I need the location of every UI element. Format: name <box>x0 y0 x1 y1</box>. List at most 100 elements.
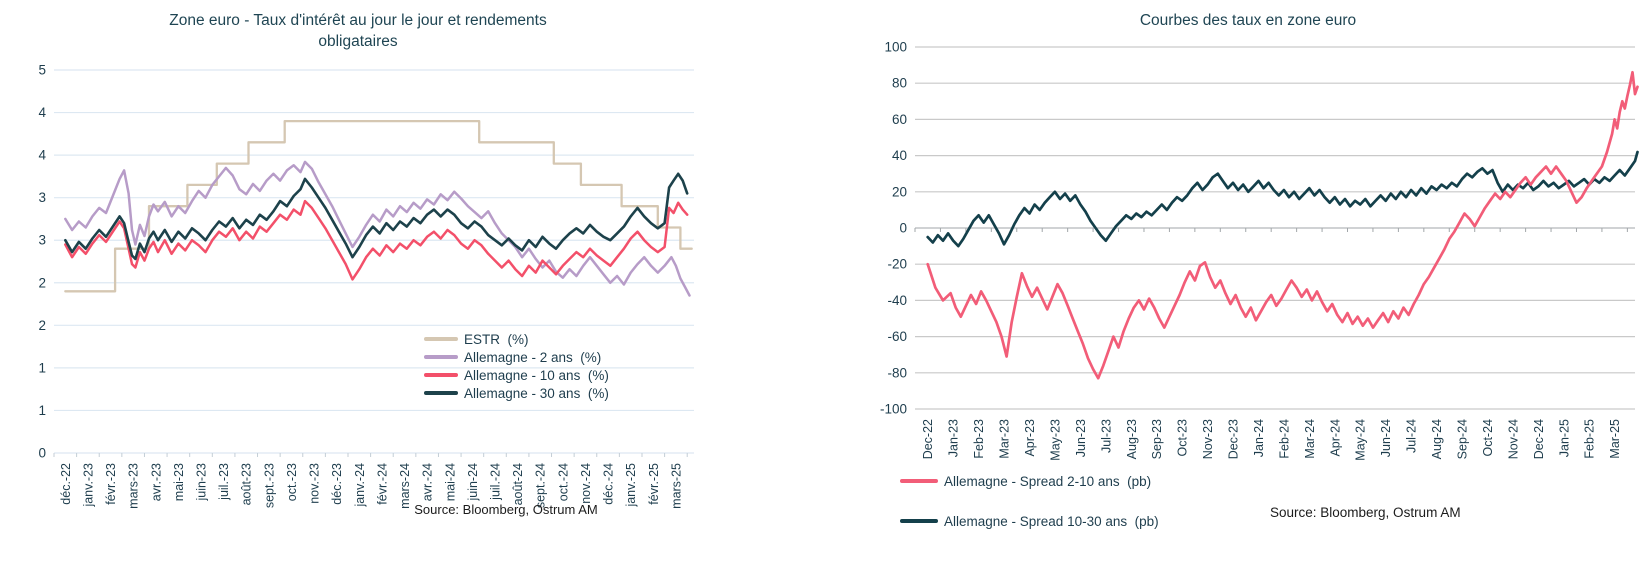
x-tick-label: mai-23 <box>172 463 186 501</box>
x-tick-label: févr.-24 <box>375 463 389 505</box>
y-tick-label: 60 <box>892 112 907 127</box>
x-tick-label: avr.-23 <box>149 463 163 501</box>
x-tick-label: déc.-22 <box>59 463 73 505</box>
legend-item-allemagne-2ans: Allemagne - 2 ans (%) <box>424 348 609 366</box>
x-tick-label: Jul-24 <box>1405 419 1419 453</box>
x-tick-label: nov.-24 <box>579 463 593 504</box>
y-tick-label: 5 <box>38 63 46 78</box>
spreads-chart-card: 100 80 60 40 20 0 -20 -40 -60 -80 -100 Dec-22 Jan-23… <box>845 0 1651 561</box>
y-tick-label: 100 <box>884 40 907 55</box>
y-tick-label: -40 <box>887 293 907 308</box>
x-tick-label: mars-24 <box>398 463 412 509</box>
rates-chart-title: Zone euro - Taux d'intérêt au jour le jo… <box>8 10 708 52</box>
x-tick-label: juil.-24 <box>488 463 502 501</box>
x-tick-label: août-24 <box>511 463 525 505</box>
y-tick-label: 4 <box>38 148 46 163</box>
x-tick-label: sept.-23 <box>262 463 276 508</box>
legend-item-allemagne-10ans: Allemagne - 10 ans (%) <box>424 366 609 384</box>
y-tick-label: 80 <box>892 76 907 91</box>
y-tick-label: 0 <box>899 221 907 236</box>
x-tick-label: Jun-23 <box>1074 419 1088 457</box>
x-tick-label: Oct-23 <box>1176 419 1190 457</box>
spread-2-10-line-swatch <box>900 479 938 483</box>
allemagne-30ans-line-swatch <box>424 391 458 395</box>
series-allemagne-2-ans <box>64 160 691 297</box>
legend-label-allemagne-30ans: Allemagne - 30 ans (%) <box>464 385 609 401</box>
y-tick-label: 3 <box>38 190 46 205</box>
x-tick-label: déc.-24 <box>602 463 616 505</box>
x-tick-label: avr.-24 <box>421 463 435 501</box>
x-tick-label: janv.-24 <box>353 463 367 508</box>
x-tick-label: Mar-23 <box>998 419 1012 459</box>
spreads-chart-canvas: 100 80 60 40 20 0 -20 -40 -60 -80 -100 Dec-22 Jan-23… <box>880 40 1639 461</box>
y-tick-label: -100 <box>880 402 907 417</box>
rates-chart-canvas: 5 4 4 3 3 2 2 1 1 0 déc.-22 janv.-23 févr.-23 mars-23… <box>38 63 694 509</box>
y-tick-label: 2 <box>38 275 46 290</box>
x-tick-label: févr.-23 <box>104 463 118 505</box>
x-tick-label: Jan-25 <box>1557 419 1571 457</box>
x-tick-label: Dec-23 <box>1227 419 1241 459</box>
x-tick-label: nov.-23 <box>308 463 322 504</box>
x-tick-label: Jan-24 <box>1252 419 1266 457</box>
x-tick-label: sept.-24 <box>534 463 548 508</box>
x-tick-label: mai-24 <box>443 463 457 501</box>
x-tick-label: Jan-23 <box>947 419 961 457</box>
y-tick-label: 1 <box>38 403 46 418</box>
y-tick-label: 20 <box>892 184 907 199</box>
x-tick-label: Mar-24 <box>1303 419 1317 459</box>
series-allemagne-spread-2-10-ans-pb <box>926 70 1639 380</box>
x-tick-label: oct.-23 <box>285 463 299 501</box>
rates-chart-title-line1: Zone euro - Taux d'intérêt au jour le jo… <box>169 12 547 29</box>
x-tick-label: Apr-23 <box>1023 419 1037 457</box>
x-tick-label: Oct-24 <box>1481 419 1495 457</box>
x-tick-label: janv.-23 <box>81 463 95 508</box>
rates-chart-source: Source: Bloomberg, Ostrum AM <box>414 502 598 517</box>
legend-label-spread-10-30: Allemagne - Spread 10-30 ans (pb) <box>944 513 1159 529</box>
x-tick-label: Nov-23 <box>1201 419 1215 459</box>
x-tick-label: déc.-23 <box>330 463 344 505</box>
series-allemagne-30-ans <box>63 172 689 261</box>
legend-item-estr: ESTR (%) <box>424 330 609 348</box>
legend-item-allemagne-30ans: Allemagne - 30 ans (%) <box>424 384 609 402</box>
x-tick-label: Sep-23 <box>1150 419 1164 459</box>
y-tick-label: 0 <box>38 446 46 461</box>
x-tick-label: Aug-24 <box>1430 419 1444 459</box>
x-tick-label: Feb-25 <box>1583 419 1597 459</box>
legend-label-estr: ESTR (%) <box>464 331 529 347</box>
y-tick-label: -60 <box>887 329 907 344</box>
legend-label-spread-2-10: Allemagne - Spread 2-10 ans (pb) <box>944 473 1152 489</box>
x-tick-label: Jun-24 <box>1379 419 1393 457</box>
spreads-chart-source: Source: Bloomberg, Ostrum AM <box>1270 505 1461 520</box>
x-tick-label: juin-24 <box>466 463 480 502</box>
estr-line-swatch <box>424 337 458 341</box>
x-tick-label: May-24 <box>1354 419 1368 461</box>
y-tick-label: -20 <box>887 257 907 272</box>
rates-chart-title-line2: obligataires <box>318 33 398 50</box>
y-tick-label: 40 <box>892 148 907 163</box>
rates-chart-legend: ESTR (%) Allemagne - 2 ans (%) Allemagne… <box>424 330 609 402</box>
legend-label-allemagne-2ans: Allemagne - 2 ans (%) <box>464 349 602 365</box>
rates-chart-card: 5 4 4 3 3 2 2 1 1 0 déc.-22 janv.-23 févr.-23 mars-23… <box>8 0 708 561</box>
x-tick-label: Aug-23 <box>1125 419 1139 459</box>
x-tick-label: mars-25 <box>669 463 683 509</box>
x-tick-label: Feb-24 <box>1277 419 1291 459</box>
y-tick-label: 3 <box>38 233 46 248</box>
y-tick-label: 2 <box>38 318 46 333</box>
x-tick-label: juil.-23 <box>217 463 231 501</box>
series-allemagne-10-ans <box>64 199 689 281</box>
x-tick-label: Dec-22 <box>921 419 935 459</box>
spreads-chart-title: Courbes des taux en zone euro <box>1139 12 1357 29</box>
legend-item-spread-10-30: Allemagne - Spread 10-30 ans (pb) <box>900 512 1159 530</box>
x-tick-label: May-23 <box>1048 419 1062 461</box>
x-tick-label: Mar-25 <box>1608 419 1622 459</box>
allemagne-10ans-line-swatch <box>424 373 458 377</box>
y-tick-label: -80 <box>887 365 907 380</box>
allemagne-2ans-line-swatch <box>424 355 458 359</box>
legend-item-spread-2-10: Allemagne - Spread 2-10 ans (pb) <box>900 472 1159 490</box>
y-tick-label: 4 <box>38 105 46 120</box>
x-tick-label: mars-23 <box>127 463 141 509</box>
x-tick-label: Nov-24 <box>1506 419 1520 459</box>
x-tick-label: Dec-24 <box>1532 419 1546 459</box>
x-tick-label: Jul-23 <box>1099 419 1113 453</box>
legend-label-allemagne-10ans: Allemagne - 10 ans (%) <box>464 367 609 383</box>
